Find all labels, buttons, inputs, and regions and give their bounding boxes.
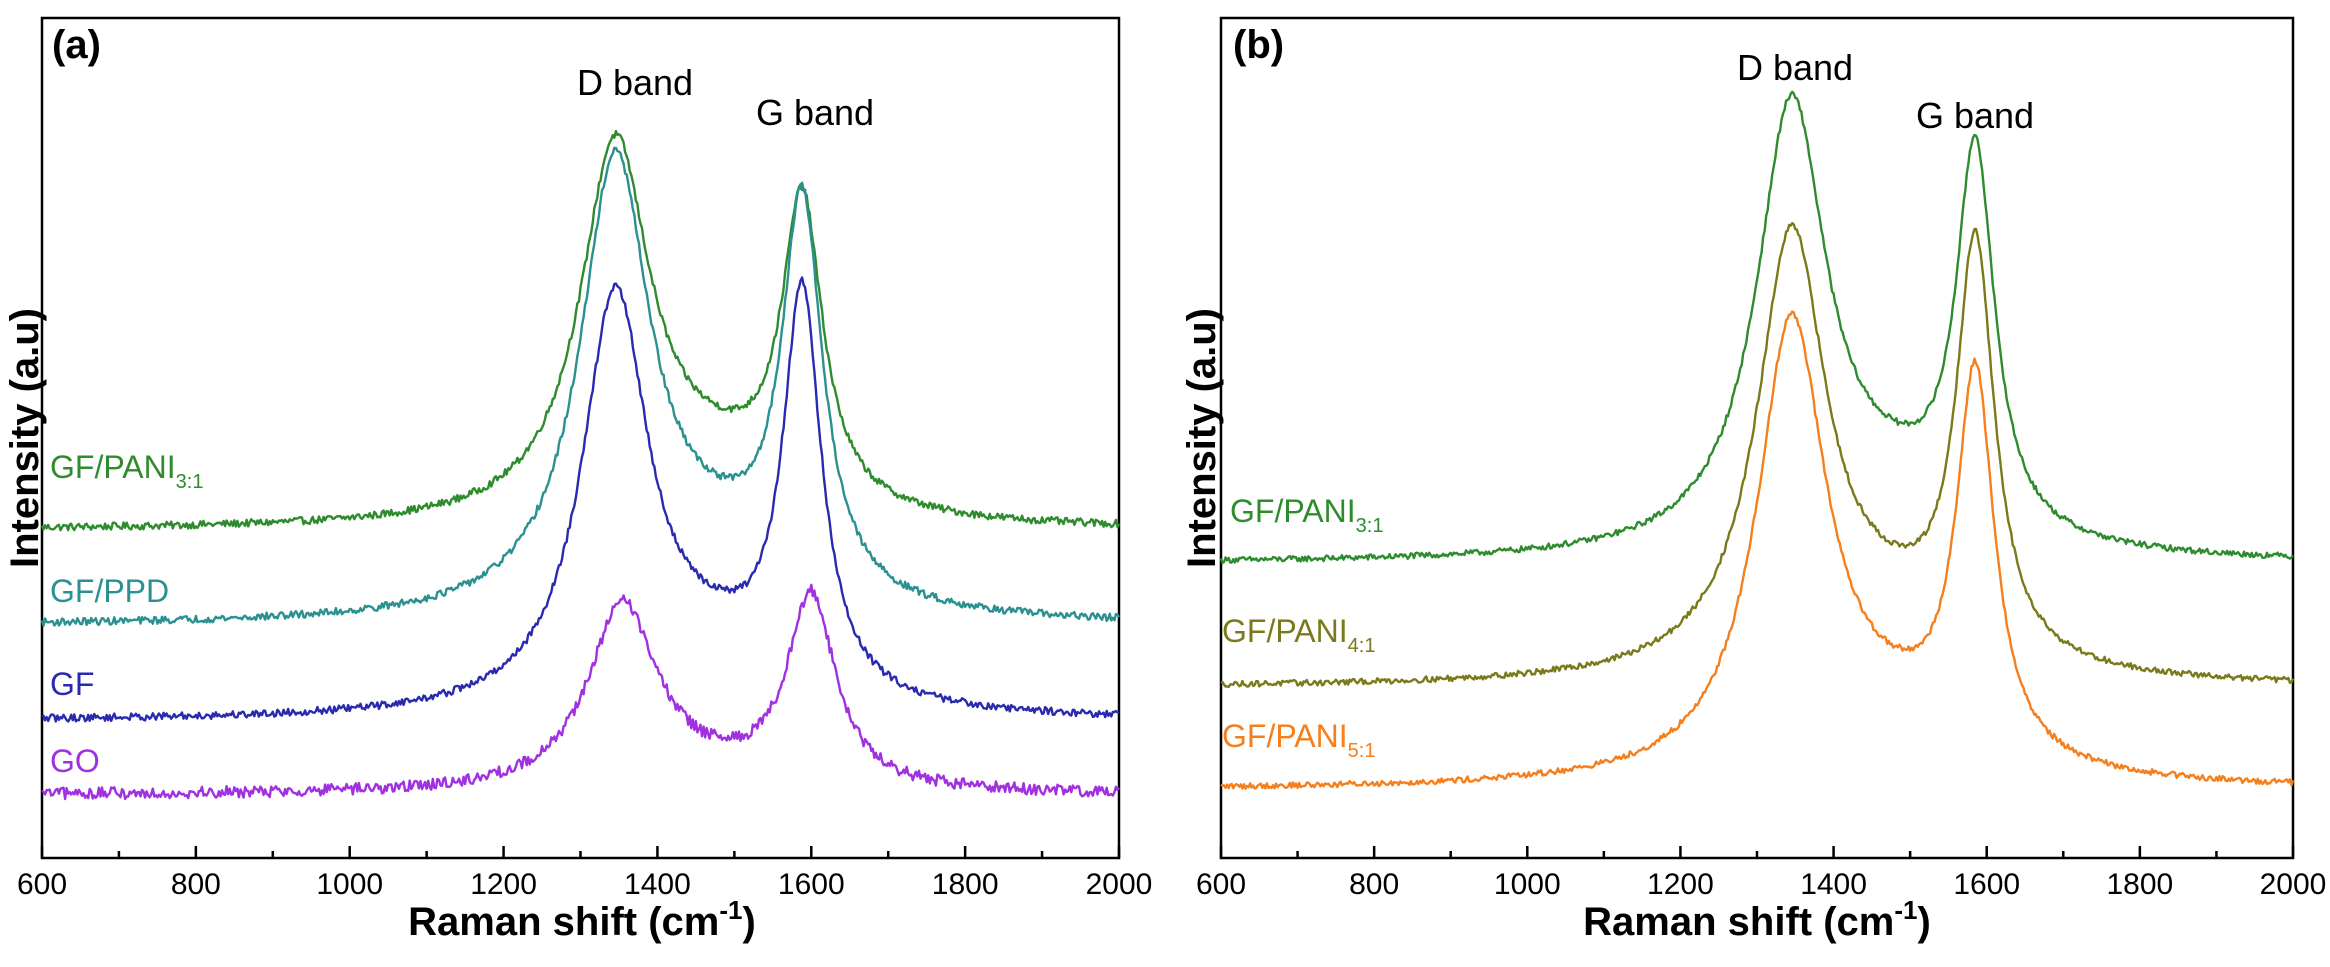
panel-a-x-tick-label-1200: 1200 xyxy=(470,868,537,901)
panel-a-legend-gf: GF xyxy=(50,666,94,702)
panel-a: 600 800 1000 1200 1400 1600 1800 2000 (a) D ban… xyxy=(3,16,1153,944)
panel-a-legend-gf-ppd: GF/PPD xyxy=(50,573,169,609)
panel-a-label: (a) xyxy=(52,23,101,67)
panel-a-d-band-annotation: D band xyxy=(577,62,693,103)
panel-b-frame xyxy=(1219,16,2295,860)
panel-b-x-tick-label-800: 800 xyxy=(1349,868,1399,901)
panel-b-legend-gf-pani-3-1: GF/PANI3:1 xyxy=(1230,493,1383,537)
panel-b-legend-gf-pani-4-1: GF/PANI4:1 xyxy=(1222,613,1375,657)
panel-b-x-axis-label: Raman shift (cm-1) xyxy=(1583,895,1931,944)
panel-a-series-go xyxy=(41,583,1120,801)
panel-b-label: (b) xyxy=(1233,23,1284,67)
panel-b-x-tick-label-600: 600 xyxy=(1196,868,1246,901)
panel-a-x-tick-label-1800: 1800 xyxy=(932,868,999,901)
panel-b-y-axis-label: Intensity (a.u) xyxy=(1180,308,1224,568)
panel-a-x-tick-label-600: 600 xyxy=(17,868,67,901)
panel-b-d-band-annotation: D band xyxy=(1737,47,1853,88)
panel-b-x-tick-label-2000: 2000 xyxy=(2260,868,2327,901)
panel-b-x-tick-label-1200: 1200 xyxy=(1647,868,1714,901)
panel-b-series-gf-pani-4-1 xyxy=(1220,222,2295,689)
panel-b-g-band-annotation: G band xyxy=(1916,95,2034,136)
panel-a-frame xyxy=(40,16,1121,860)
panel-a-x-tick-label-1000: 1000 xyxy=(316,868,383,901)
panel-a-x-tick-label-1600: 1600 xyxy=(778,868,845,901)
panel-a-legend-gf-pani-3-1: GF/PANI3:1 xyxy=(50,449,203,493)
panel-b-x-tick-label-1400: 1400 xyxy=(1800,868,1867,901)
panel-a-series-gf-ppd xyxy=(40,146,1121,627)
panel-a-x-tick-label-800: 800 xyxy=(171,868,221,901)
panel-a-legend-go: GO xyxy=(50,743,100,779)
panel-a-y-axis-label: Intensity (a.u) xyxy=(3,308,47,568)
panel-b-series-gf-pani-3-1 xyxy=(1219,90,2294,565)
panel-a-x-axis-label: Raman shift (cm-1) xyxy=(408,895,756,944)
panel-b-legend-gf-pani-5-1: GF/PANI5:1 xyxy=(1222,718,1375,762)
panel-a-series-gf-pani-3-1 xyxy=(40,129,1121,532)
panel-b-x-tick-label-1800: 1800 xyxy=(2106,868,2173,901)
panel-a-x-tick-label-1400: 1400 xyxy=(624,868,691,901)
panel-a-series-gf xyxy=(41,276,1120,723)
panel-b-x-tick-label-1000: 1000 xyxy=(1494,868,1561,901)
panel-b-series-gf-pani-5-1 xyxy=(1220,310,2295,790)
panel-a-g-band-annotation: G band xyxy=(756,92,874,133)
panel-a-x-tick-label-2000: 2000 xyxy=(1086,868,1153,901)
panel-b-x-tick-label-1600: 1600 xyxy=(1953,868,2020,901)
panel-b: 600 800 1000 1200 1400 1600 1800 2000 (b) D ban… xyxy=(1180,16,2327,944)
